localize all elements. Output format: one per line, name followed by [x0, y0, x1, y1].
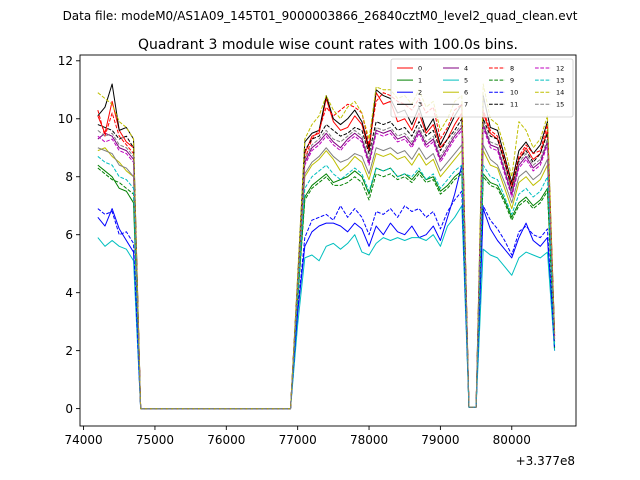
x-tick-label: 75000: [136, 433, 174, 447]
legend-label-7: 7: [464, 101, 468, 109]
x-tick-label: 77000: [279, 433, 317, 447]
axes: 74000 75000 76000 77000 78000 79000 80000 0 2 4 6 8…: [58, 54, 577, 447]
x-tick-label: 80000: [493, 433, 531, 447]
legend-label-1: 1: [418, 76, 422, 84]
x-offset-label: +3.377e8: [516, 454, 575, 468]
legend-label-4: 4: [464, 64, 468, 72]
x-tick-label: 74000: [64, 433, 102, 447]
legend-box: [390, 58, 574, 118]
legend-label-11: 11: [510, 101, 518, 109]
x-tick-label: 78000: [350, 433, 388, 447]
legend-label-0: 0: [418, 64, 422, 72]
y-tick-label: 8: [65, 170, 73, 184]
x-tick-label: 76000: [207, 433, 245, 447]
legend-label-12: 12: [556, 64, 564, 72]
legend-label-5: 5: [464, 76, 468, 84]
legend-label-14: 14: [556, 89, 564, 97]
x-tick-label: 79000: [421, 433, 459, 447]
series-line-9: [97, 167, 556, 410]
chart-title: Quadrant 3 module wise count rates with …: [138, 37, 518, 53]
legend-label-3: 3: [418, 101, 422, 109]
legend-label-10: 10: [510, 89, 518, 97]
figure-suptitle: Data file: modeM0/AS1A09_145T01_90000038…: [63, 9, 578, 23]
axes-frame: [79, 54, 577, 427]
y-tick-label: 12: [58, 54, 73, 68]
y-tick-label: 6: [65, 228, 73, 242]
legend-label-13: 13: [556, 76, 564, 84]
y-tick-label: 10: [58, 112, 73, 126]
legend-label-2: 2: [418, 89, 422, 97]
legend-label-6: 6: [464, 89, 468, 97]
legend-label-8: 8: [510, 64, 514, 72]
legend-label-9: 9: [510, 76, 514, 84]
legend-label-15: 15: [556, 101, 564, 109]
series-line-12: [97, 126, 556, 410]
y-tick-label: 2: [65, 344, 73, 358]
y-tick-label: 0: [65, 402, 73, 416]
series-line-15: [97, 121, 556, 410]
y-tick-label: 4: [65, 286, 73, 300]
